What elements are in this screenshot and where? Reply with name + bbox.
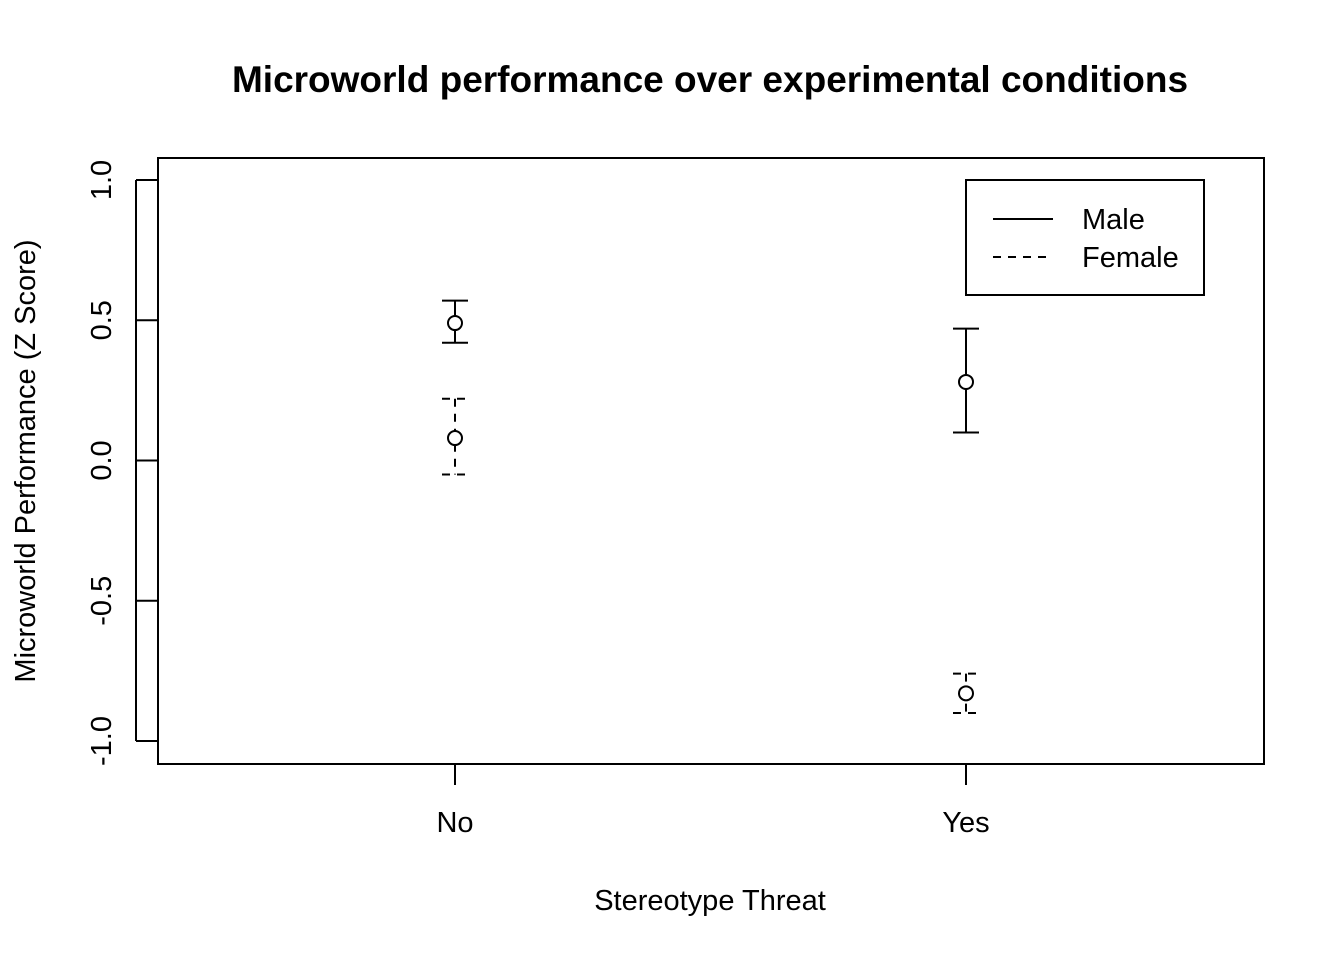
y-tick-label: -0.5 xyxy=(86,576,118,626)
legend-box xyxy=(965,179,1205,296)
series-male xyxy=(442,299,979,434)
legend: Male Female xyxy=(965,179,1205,296)
y-tick-label: -1.0 xyxy=(86,716,118,766)
x-axis-label: Stereotype Threat xyxy=(594,885,826,917)
x-axis: No Yes xyxy=(436,764,990,839)
series-layer xyxy=(442,299,979,714)
data-point xyxy=(958,685,974,702)
legend-label-male: Male xyxy=(1082,204,1145,236)
x-tick-label: Yes xyxy=(942,807,989,839)
y-axis: -1.0 -0.5 0.0 0.5 1.0 xyxy=(86,160,158,766)
data-point xyxy=(447,430,463,447)
y-tick-label: 0.5 xyxy=(86,300,118,340)
data-point xyxy=(447,315,463,332)
data-point xyxy=(958,373,974,390)
legend-items: Male Female xyxy=(993,204,1179,274)
y-tick-label: 1.0 xyxy=(86,160,118,200)
y-tick-label: 0.0 xyxy=(86,440,118,480)
series-female xyxy=(442,397,979,714)
x-tick-label: No xyxy=(436,807,473,839)
chart-title: Microworld performance over experimental… xyxy=(232,59,1188,100)
y-axis-label: Microworld Performance (Z Score) xyxy=(10,239,42,682)
legend-label-female: Female xyxy=(1082,242,1179,274)
